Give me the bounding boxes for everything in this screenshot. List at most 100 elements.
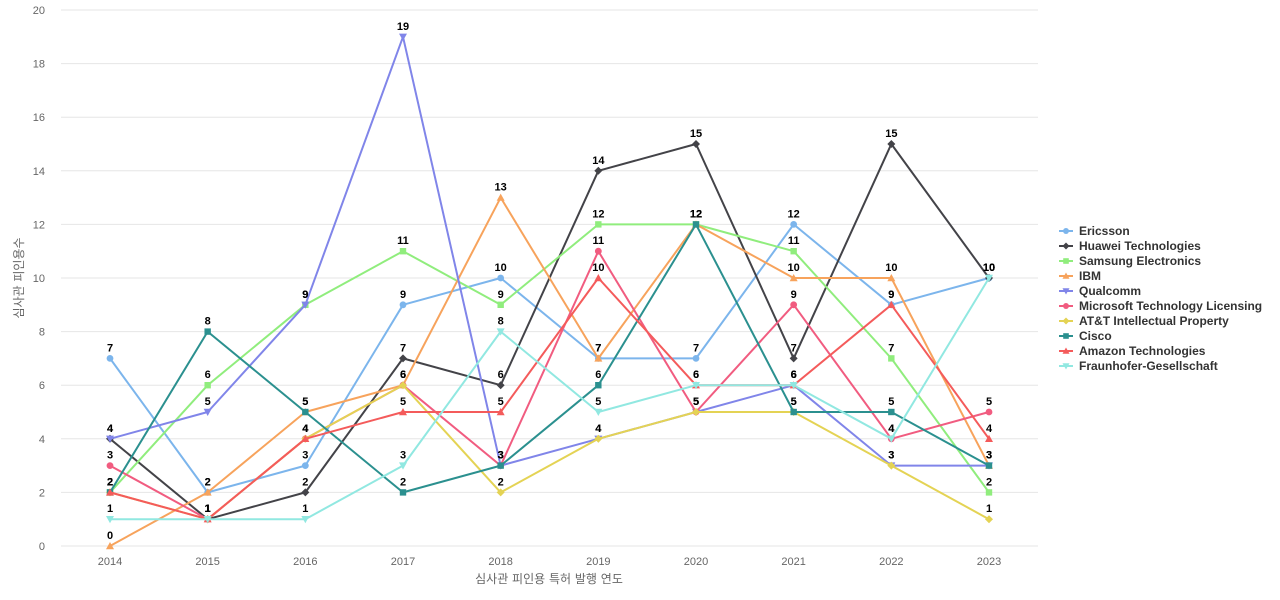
data-label: 12	[690, 208, 702, 220]
data-label: 5	[595, 396, 601, 408]
x-tick-label: 2015	[195, 556, 219, 568]
legend-marker	[1063, 258, 1069, 264]
data-label: 9	[302, 289, 308, 301]
data-point-marker	[204, 382, 211, 389]
data-point-marker	[594, 166, 603, 175]
data-label: 3	[986, 450, 992, 462]
data-label: 12	[788, 208, 800, 220]
data-label: 6	[595, 369, 601, 381]
series-lines	[106, 33, 993, 550]
data-label: 15	[885, 128, 897, 140]
data-label: 1	[205, 503, 211, 515]
data-point-marker	[496, 328, 505, 336]
x-tick-label: 2016	[293, 556, 317, 568]
legend-item[interactable]: Samsung Electronics	[1059, 254, 1201, 268]
data-label: 11	[788, 235, 800, 247]
data-point-marker	[789, 274, 798, 282]
data-point-marker	[106, 435, 114, 443]
legend-item[interactable]: AT&T Intellectual Property	[1059, 314, 1229, 328]
legend-item[interactable]: Amazon Technologies	[1059, 344, 1206, 358]
y-tick-label: 4	[39, 434, 45, 446]
data-label: 2	[107, 476, 113, 488]
series-line	[109, 223, 990, 494]
x-tick-label: 2020	[684, 556, 708, 568]
series-9[interactable]	[106, 274, 993, 524]
data-label: 5	[693, 396, 699, 408]
data-label: 6	[400, 369, 406, 381]
data-label: 4	[107, 423, 114, 435]
x-axis-title: 심사관 피인용 특허 발행 연도	[475, 571, 623, 586]
x-tick-label: 2021	[781, 556, 805, 568]
data-label: 3	[107, 450, 113, 462]
data-label: 3	[498, 450, 504, 462]
axes: 심사관 피인용 특허 발행 연도 심사관 피인용수 02468101214161…	[12, 5, 1001, 586]
data-label: 9	[302, 289, 308, 301]
data-label: 4	[986, 423, 993, 435]
data-point-marker	[985, 408, 993, 416]
legend-label: Qualcomm	[1079, 284, 1141, 298]
data-point-marker	[790, 221, 798, 228]
legend-item[interactable]: Microsoft Technology Licensing	[1059, 299, 1262, 313]
data-point-marker	[301, 434, 310, 442]
series-line	[110, 277, 990, 521]
data-point-marker	[106, 516, 114, 524]
data-label: 2	[107, 476, 113, 488]
data-label: 5	[693, 396, 699, 408]
y-tick-label: 6	[39, 380, 45, 392]
data-label: 2	[107, 476, 113, 488]
data-label: 12	[592, 208, 604, 220]
data-label: 6	[205, 369, 211, 381]
data-point-marker	[301, 488, 310, 497]
legend-marker	[1062, 347, 1070, 354]
legend-label: AT&T Intellectual Property	[1079, 314, 1229, 328]
data-label: 1	[986, 503, 992, 515]
legend-label: Amazon Technologies	[1079, 344, 1206, 358]
data-point-marker	[302, 408, 309, 416]
y-tick-label: 12	[33, 219, 45, 231]
data-label: 6	[791, 369, 797, 381]
y-tick-label: 16	[33, 112, 45, 124]
data-point-marker	[887, 435, 896, 443]
data-label: 11	[593, 235, 605, 247]
series-8[interactable]	[106, 274, 993, 523]
data-point-marker	[399, 381, 407, 390]
data-label: 10	[983, 262, 995, 274]
series-4[interactable]	[106, 33, 993, 470]
data-label: 4	[888, 423, 895, 435]
y-tick-label: 8	[39, 327, 45, 339]
data-point-marker	[496, 488, 505, 497]
legend-item[interactable]: Huawei Technologies	[1059, 239, 1201, 253]
data-point-marker	[888, 355, 895, 362]
y-tick-label: 10	[33, 273, 45, 285]
series-line	[109, 277, 990, 521]
y-tick-label: 14	[33, 166, 45, 178]
data-label: 5	[791, 396, 797, 408]
data-label: 5	[400, 396, 406, 408]
data-label: 4	[302, 423, 309, 435]
data-point-marker	[790, 408, 797, 416]
legend-item[interactable]: Fraunhofer-Gesellschaft	[1059, 359, 1218, 373]
data-point-marker	[595, 221, 602, 228]
data-label: 3	[498, 450, 504, 462]
y-tick-label: 18	[33, 59, 45, 71]
data-label: 6	[693, 369, 699, 381]
data-label: 7	[595, 342, 601, 354]
data-point-marker	[887, 274, 896, 282]
legend-item[interactable]: Qualcomm	[1059, 284, 1141, 298]
data-point-marker	[887, 461, 896, 470]
data-point-marker	[594, 434, 603, 443]
legend-item[interactable]: Cisco	[1059, 329, 1112, 343]
legend-item[interactable]: IBM	[1059, 269, 1101, 283]
legend-item[interactable]: Ericsson	[1059, 224, 1130, 238]
data-point-marker	[301, 301, 310, 309]
data-label: 5	[302, 396, 308, 408]
data-label: 6	[400, 369, 406, 381]
data-label: 3	[400, 450, 406, 462]
data-point-marker	[497, 301, 504, 308]
data-label: 4	[107, 423, 114, 435]
data-label: 3	[302, 450, 308, 462]
data-point-marker	[692, 382, 700, 390]
data-label: 3	[888, 450, 894, 462]
